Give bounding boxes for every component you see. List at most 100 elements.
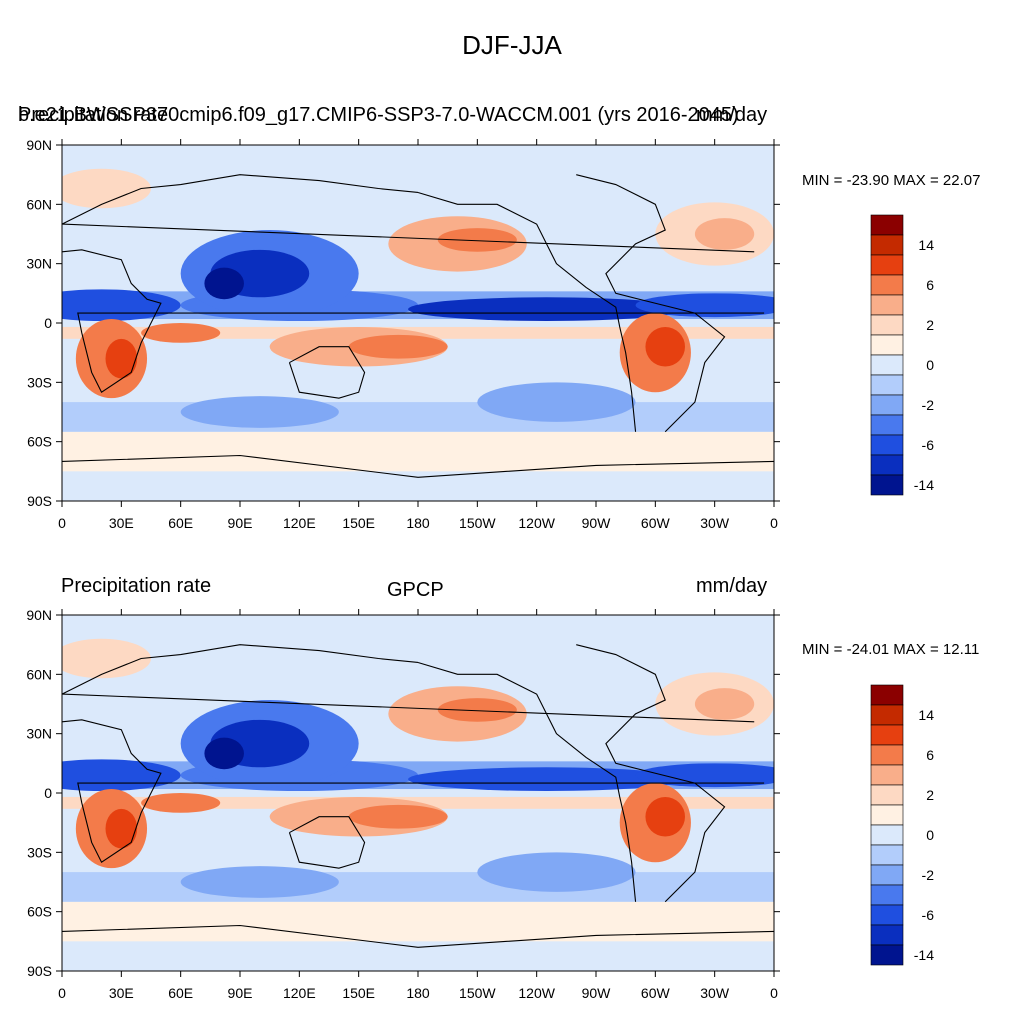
lon-label: 90W: [582, 515, 612, 531]
lat-label: 60N: [26, 196, 52, 212]
lat-label: 90N: [26, 607, 52, 623]
se-pacific-neg: [477, 382, 636, 422]
indian-ocean-pos: [141, 793, 221, 813]
colorbar-label: -6: [922, 437, 935, 453]
itcz-atlantic: [635, 293, 774, 318]
colorbar-swatch: [870, 944, 904, 966]
figure-title: DJF-JJA: [462, 30, 562, 60]
colorbar-label: -6: [922, 907, 935, 923]
north-atlantic-core: [694, 688, 755, 720]
lon-label: 0: [770, 985, 778, 1001]
panel-2-stats: MIN = -24.01 MAX = 12.11: [802, 641, 980, 658]
spcz-core: [348, 804, 448, 829]
colorbar-swatch: [870, 784, 904, 806]
colorbar-label: -2: [922, 867, 935, 883]
colorbar-label: 6: [926, 277, 934, 293]
lon-label: 0: [770, 515, 778, 531]
colorbar-label: 2: [926, 317, 934, 333]
lat-label: 60S: [27, 904, 52, 920]
colorbar-swatch: [870, 474, 904, 496]
lon-label: 150E: [342, 985, 375, 1001]
lon-label: 60E: [168, 985, 193, 1001]
panel-1-stats: MIN = -23.90 MAX = 22.07: [802, 172, 981, 189]
lon-label: 180: [406, 515, 430, 531]
coastline: [288, 346, 366, 399]
coastline: [62, 454, 774, 478]
lat-label: 90S: [27, 963, 52, 979]
lat-label: 60N: [26, 666, 52, 682]
lon-label: 30E: [109, 515, 134, 531]
coastline: [62, 924, 774, 948]
colorbar-swatch: [870, 684, 904, 706]
panel-2-center-title: GPCP: [387, 579, 444, 601]
coastline: [576, 644, 726, 903]
coastline: [288, 816, 366, 869]
colorbar-swatch: [870, 904, 904, 926]
se-pacific-neg: [477, 852, 636, 892]
lon-label: 150W: [459, 985, 496, 1001]
north-pacific-core: [437, 698, 517, 722]
coastline: [417, 661, 637, 902]
coastline: [417, 191, 637, 432]
north-pacific-core: [437, 228, 517, 252]
colorbar-swatch: [870, 704, 904, 726]
lon-label: 90E: [228, 985, 253, 1001]
colorbar-swatch: [870, 884, 904, 906]
lon-label: 120W: [518, 515, 555, 531]
south-indian-neg: [180, 396, 339, 428]
colorbar-label: 6: [926, 747, 934, 763]
lon-label: 30E: [109, 985, 134, 1001]
coastline: [62, 719, 765, 864]
itcz-epac: [408, 297, 685, 322]
southern-africa-core: [105, 338, 138, 379]
colorbar-swatch: [870, 864, 904, 886]
coastline: [62, 174, 755, 253]
colorbar-label: -14: [914, 477, 934, 493]
lat-label: 30S: [27, 374, 52, 390]
lon-label: 60W: [641, 985, 671, 1001]
amazon-core: [645, 326, 685, 367]
lon-label: 120E: [283, 515, 316, 531]
lon-label: 60E: [168, 515, 193, 531]
colorbar-swatch: [870, 924, 904, 946]
panel-1-right-title: mm/day: [696, 104, 768, 126]
panel-2-left-title: Precipitation rate: [61, 575, 212, 597]
colorbar-swatch: [870, 824, 904, 846]
colorbar-label: 14: [918, 237, 934, 253]
lon-label: 30W: [700, 985, 730, 1001]
antarctic-band: [62, 431, 774, 472]
antarctic-band: [62, 901, 774, 942]
panel-2-right-title: mm/day: [696, 575, 768, 597]
north-atlantic-core: [694, 218, 755, 250]
lon-label: 120W: [518, 985, 555, 1001]
lon-label: 90E: [228, 515, 253, 531]
lon-label: 180: [406, 985, 430, 1001]
indian-ocean-pos: [141, 323, 221, 343]
colorbar-label: -2: [922, 397, 935, 413]
colorbar-swatch: [870, 744, 904, 766]
southern-ocean-band: [62, 402, 774, 432]
lat-label: 30N: [26, 726, 52, 742]
lat-label: 90S: [27, 493, 52, 509]
colorbar-label: -14: [914, 947, 934, 963]
monsoon-india: [204, 737, 244, 770]
lat-label: 0: [44, 785, 52, 801]
colorbar-label: 0: [926, 357, 934, 373]
lon-label: 120E: [283, 985, 316, 1001]
colorbar-label: 2: [926, 787, 934, 803]
colorbar-swatch: [870, 804, 904, 826]
monsoon-india: [204, 267, 244, 300]
lat-label: 90N: [26, 137, 52, 153]
colorbar-swatch: [870, 764, 904, 786]
spcz-core: [348, 334, 448, 359]
lon-label: 90W: [582, 985, 612, 1001]
lon-label: 60W: [641, 515, 671, 531]
amazon-core: [645, 796, 685, 837]
lon-label: 30W: [700, 515, 730, 531]
coastline: [576, 174, 726, 433]
lon-label: 0: [58, 985, 66, 1001]
coastline: [62, 644, 755, 723]
lon-label: 150E: [342, 515, 375, 531]
